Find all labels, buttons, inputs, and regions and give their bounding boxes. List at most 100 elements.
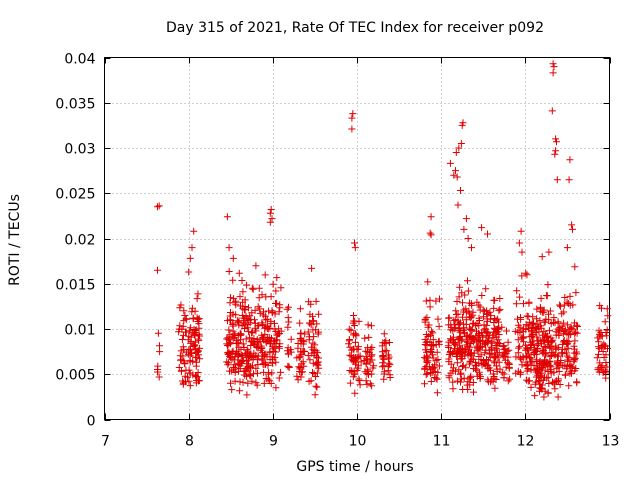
data-point (235, 269, 243, 277)
data-point (469, 308, 477, 316)
data-point (272, 336, 280, 344)
data-point (224, 361, 232, 369)
data-point (431, 368, 439, 376)
data-point (492, 353, 500, 361)
data-point (456, 328, 464, 336)
data-point (573, 329, 581, 337)
data-point (466, 358, 474, 366)
data-point (266, 218, 274, 226)
data-point (476, 337, 484, 345)
data-point (484, 361, 492, 369)
data-point (229, 254, 237, 262)
data-point (245, 356, 252, 364)
data-point (266, 324, 274, 332)
data-point (436, 295, 443, 303)
data-point (475, 329, 483, 337)
data-point (315, 364, 323, 372)
data-point (268, 369, 276, 377)
data-point (569, 301, 577, 309)
data-point (460, 306, 468, 314)
data-point (597, 364, 605, 371)
y-tick-label: 0.005 (55, 368, 95, 384)
data-point (238, 312, 246, 319)
data-point (422, 363, 430, 371)
data-point (189, 343, 197, 350)
data-point (434, 315, 442, 323)
data-point (523, 367, 531, 375)
data-point (223, 213, 231, 221)
data-point (597, 332, 605, 340)
data-point (256, 305, 264, 313)
data-point (363, 370, 371, 377)
x-tick-label: 11 (433, 434, 451, 450)
data-point (259, 321, 267, 329)
data-point (557, 357, 565, 364)
data-point (351, 244, 359, 252)
data-point (266, 209, 274, 217)
data-point (379, 355, 387, 363)
data-point (483, 317, 491, 325)
data-point (230, 330, 238, 338)
data-point (476, 317, 483, 324)
data-point (540, 393, 548, 401)
data-point (241, 325, 248, 332)
data-point (574, 323, 581, 330)
data-point (239, 288, 247, 296)
data-point (306, 356, 314, 364)
data-point (498, 369, 506, 377)
y-tick-label: 0.015 (55, 278, 95, 294)
data-point (295, 363, 303, 371)
data-point (478, 224, 486, 232)
data-point (177, 347, 185, 355)
data-point (271, 354, 279, 362)
data-point (226, 367, 233, 375)
data-point (523, 352, 531, 360)
data-point (525, 325, 533, 332)
data-point (457, 346, 465, 353)
data-point (420, 354, 428, 362)
data-point (458, 289, 466, 297)
data-point (351, 389, 359, 397)
data-point (272, 300, 279, 307)
data-point (513, 287, 521, 295)
data-point (544, 359, 552, 367)
data-point (449, 378, 457, 386)
data-point (355, 353, 363, 361)
data-point (529, 319, 537, 327)
data-point (482, 285, 490, 293)
data-point (196, 355, 204, 363)
data-point (466, 313, 474, 321)
data-point (505, 361, 513, 368)
data-point (559, 362, 567, 370)
data-point (350, 312, 357, 319)
data-point (446, 159, 454, 167)
data-point (429, 351, 436, 359)
data-point (455, 335, 463, 343)
data-point (193, 373, 201, 381)
data-point (595, 338, 603, 346)
x-tick-label: 9 (269, 434, 278, 450)
data-point (154, 203, 161, 211)
data-point (364, 321, 372, 329)
data-point (185, 346, 193, 354)
data-point (272, 384, 280, 392)
data-point (496, 340, 504, 347)
data-point (452, 167, 459, 175)
data-point (305, 377, 313, 385)
data-point (462, 347, 470, 355)
data-point (421, 364, 429, 372)
data-point (539, 331, 546, 339)
data-point (251, 319, 259, 327)
data-point (540, 360, 548, 368)
data-point (304, 328, 312, 336)
data-point (435, 340, 443, 348)
data-point (453, 359, 461, 367)
data-point (536, 357, 544, 365)
data-point (422, 371, 430, 379)
data-point (154, 362, 162, 370)
data-point (422, 338, 430, 346)
data-point (155, 202, 163, 210)
data-point (272, 358, 280, 366)
data-point (547, 363, 555, 371)
data-point (261, 312, 269, 320)
